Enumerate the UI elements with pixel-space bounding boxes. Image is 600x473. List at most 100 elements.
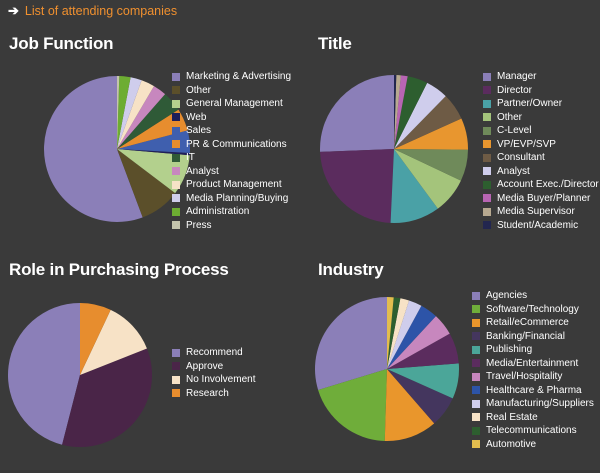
legend-item-healthcare-and-pharma: Healthcare & Pharma — [472, 384, 594, 398]
pie-slice-healthcare-and-pharma — [387, 305, 436, 369]
legend-label: Publishing — [486, 344, 533, 356]
pie-slice-recommend — [8, 303, 81, 445]
pie-slice-banking-financial — [387, 369, 453, 424]
legend-label: Media Planning/Buying — [186, 192, 289, 204]
legend-swatch — [172, 207, 180, 216]
pie-slice-travel-hospitality — [387, 316, 450, 369]
pie-slice-sales — [117, 130, 190, 153]
legend-swatch — [472, 345, 480, 354]
legend-item-press: Press — [172, 219, 291, 233]
legend-item-banking-financial: Banking/Financial — [472, 330, 594, 344]
legend-item-media-planning-buying: Media Planning/Buying — [172, 192, 291, 206]
legend-label: Banking/Financial — [486, 330, 565, 342]
pie-slice-pr-and-communications — [117, 109, 188, 149]
legend-item-travel-hospitality: Travel/Hospitality — [472, 370, 594, 384]
legend-label: Telecommunications — [486, 425, 577, 437]
legend-swatch — [172, 194, 180, 203]
pie-slice-automotive — [387, 297, 394, 369]
pie-slice-analyst — [394, 82, 446, 149]
legend-item-real-estate: Real Estate — [472, 411, 594, 425]
legend-swatch — [483, 99, 491, 108]
legend-swatch — [483, 180, 491, 189]
pie-slice-no-involvement — [80, 309, 147, 375]
pie-slice-c-level — [394, 149, 468, 181]
pie-slice-publishing — [387, 363, 459, 399]
legend-item-sales: Sales — [172, 124, 291, 138]
legend-item-manager: Manager — [483, 70, 599, 84]
legend-item-pr-and-communications: PR & Communications — [172, 138, 291, 152]
legend-item-marketing-and-advertising: Marketing & Advertising — [172, 70, 291, 84]
legend-item-student-academic: Student/Academic — [483, 219, 599, 233]
legend-label: Marketing & Advertising — [186, 71, 292, 83]
legend-label: Analyst — [497, 165, 530, 177]
legend-swatch — [483, 113, 491, 122]
job-function-legend: Marketing & Advertising Other General Mana… — [172, 70, 291, 232]
legend-label: Director — [497, 84, 533, 96]
pie-slice-web — [117, 149, 190, 156]
legend-swatch — [483, 167, 491, 176]
legend-swatch — [172, 126, 180, 135]
legend-label: Product Management — [186, 179, 282, 191]
legend-label: Manufacturing/Suppliers — [486, 398, 594, 410]
legend-label: PR & Communications — [186, 138, 287, 150]
legend-label: Software/Technology — [486, 303, 579, 315]
legend-label: Retail/eCommerce — [486, 317, 569, 329]
legend-swatch — [172, 99, 180, 108]
legend-swatch — [483, 221, 491, 230]
pie-slice-consultant — [394, 96, 462, 149]
legend-item-web: Web — [172, 111, 291, 125]
pie-slice-general-management — [117, 149, 190, 194]
legend-swatch — [472, 291, 480, 300]
legend-swatch — [172, 167, 180, 176]
pie-slice-telecommunications — [387, 297, 401, 369]
legend-item-analyst: Analyst — [483, 165, 599, 179]
legend-label: Media/Entertainment — [486, 357, 579, 369]
legend-item-other: Other — [483, 111, 599, 125]
legend-swatch — [483, 207, 491, 216]
legend-label: Approve — [186, 360, 224, 372]
pie-slice-vp-evp-svp — [394, 118, 468, 150]
legend-swatch — [472, 359, 480, 368]
purchasing-role-legend: Recommend Approve No Involvement Research — [172, 346, 255, 400]
legend-swatch — [172, 86, 180, 95]
legend-swatch — [172, 140, 180, 149]
legend-swatch — [472, 318, 480, 327]
chart-title: Title — [318, 34, 352, 53]
legend-swatch — [472, 426, 480, 435]
legend-label: Press — [186, 219, 212, 231]
pie-slice-marketing-and-advertising — [43, 76, 143, 222]
legend-label: Administration — [186, 206, 250, 218]
chart-title: Role in Purchasing Process — [9, 260, 229, 279]
pie-slice-media-entertainment — [387, 333, 459, 369]
legend-swatch — [172, 221, 180, 230]
legend-label: Healthcare & Pharma — [486, 384, 582, 396]
legend-item-retail-ecommerce: Retail/eCommerce — [472, 316, 594, 330]
legend-item-partner-owner: Partner/Owner — [483, 97, 599, 111]
pie-slice-media-supervisor — [394, 75, 401, 149]
pie-slice-it — [117, 94, 179, 149]
legend-item-director: Director — [483, 84, 599, 98]
pie-slice-analyst — [117, 86, 166, 149]
legend-item-automotive: Automotive — [472, 438, 594, 452]
legend-swatch — [472, 372, 480, 381]
legend-item-recommend: Recommend — [172, 346, 255, 360]
pie-slice-manager — [320, 75, 394, 152]
pie-slice-manufacturing-suppliers — [387, 300, 422, 369]
legend-swatch — [472, 332, 480, 341]
attending-companies-link[interactable]: ➔ List of attending companies — [8, 2, 177, 20]
legend-item-no-involvement: No Involvement — [172, 373, 255, 387]
legend-item-product-management: Product Management — [172, 178, 291, 192]
title-legend: Manager Director Partner/Owner Other C-Level… — [483, 70, 599, 232]
legend-label: General Management — [186, 98, 283, 110]
legend-swatch — [483, 72, 491, 81]
legend-label: Consultant — [497, 152, 545, 164]
legend-item-other: Other — [172, 84, 291, 98]
legend-label: Other — [497, 111, 523, 123]
legend-swatch — [472, 399, 480, 408]
legend-item-telecommunications: Telecommunications — [472, 424, 594, 438]
legend-label: Other — [186, 84, 212, 96]
legend-label: Travel/Hospitality — [486, 371, 563, 383]
legend-label: Sales — [186, 125, 212, 137]
